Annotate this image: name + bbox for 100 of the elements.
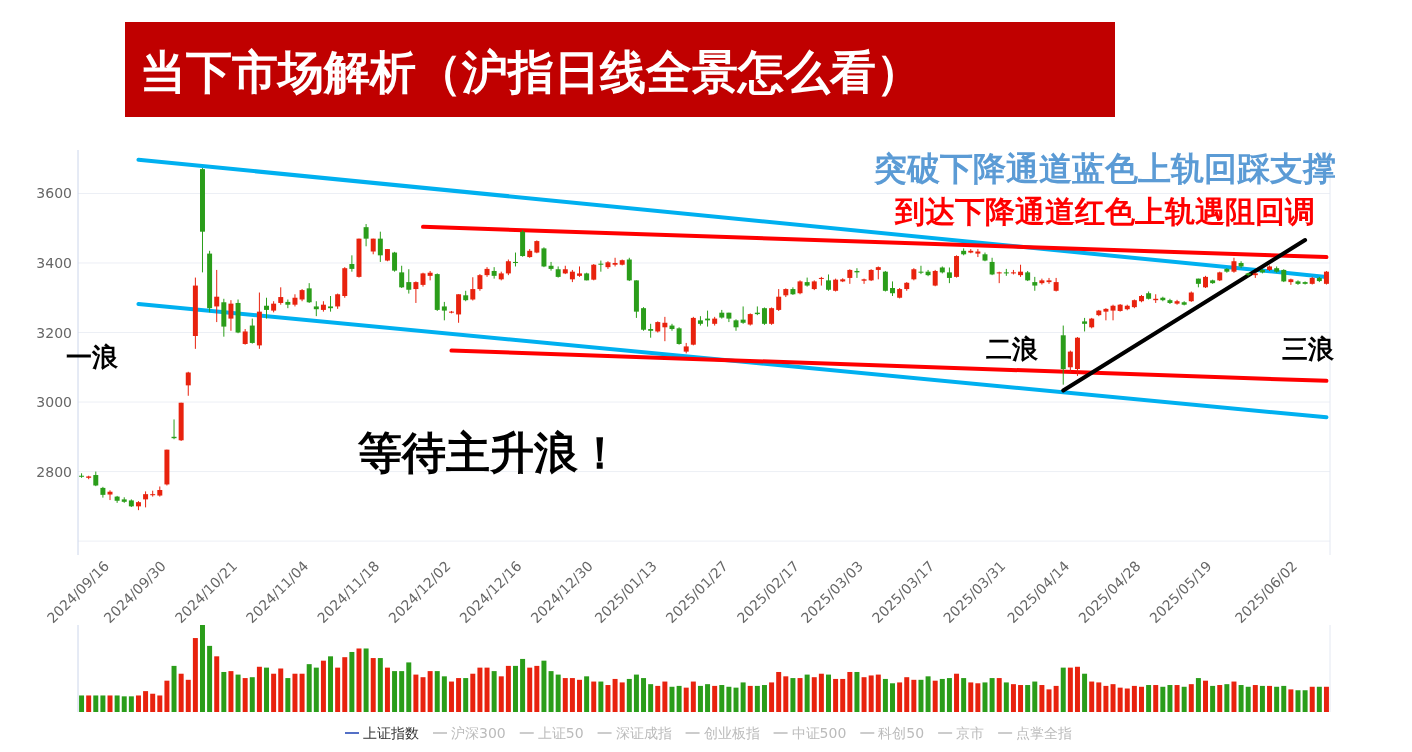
bar [1060,667,1066,712]
candlestick [264,297,269,320]
text: 中证500 [791,725,847,741]
bar [1309,686,1315,712]
bar [847,671,853,712]
bar [221,671,227,712]
bar [143,691,149,712]
bar [882,678,888,712]
bar [178,673,184,712]
bar [996,678,1002,712]
bar [939,678,945,712]
bar [520,658,526,712]
bar [676,685,682,712]
bar [569,678,575,712]
bar [968,682,974,712]
annotation: 突破下降通道蓝色上轨回踩支撑 [873,149,1336,188]
bar [413,674,419,712]
candlestick [214,269,220,323]
bar [1238,685,1244,712]
bar [1295,690,1301,712]
bar [897,682,903,712]
bar [285,678,291,712]
bar [641,678,647,712]
bar [121,696,127,712]
bar [1281,685,1287,712]
bar [861,677,867,712]
bar [470,673,476,712]
bar [754,685,760,712]
bar [1082,673,1088,712]
candlestick [377,231,383,263]
bar [1110,684,1116,712]
bar [513,665,518,712]
bar [441,676,447,712]
bar [1188,684,1194,712]
bar [925,676,931,712]
bar [377,658,383,712]
bar [648,684,654,712]
bar [342,657,348,712]
bar [761,685,767,712]
candlestick [1110,304,1116,321]
bar [1117,687,1123,712]
bar [157,695,163,712]
bar [961,678,967,712]
bar [534,665,540,712]
bar [420,677,426,712]
bar [733,687,739,712]
candlestick [1302,280,1308,286]
text: 点掌全指 [1016,725,1073,741]
bar [932,680,938,712]
bar [612,678,618,712]
bar [826,674,831,712]
bar [705,684,711,712]
bar [1067,667,1073,712]
text: 科创50 [878,725,925,741]
bar [605,685,611,712]
bar [555,674,561,712]
bar [1103,685,1109,712]
bar [1217,685,1223,712]
text: 创业板指 [703,725,760,741]
candlestick [1039,278,1045,286]
bar [683,687,689,712]
bar [328,656,334,712]
y-tick-label: 2800 [36,463,72,480]
bar [1053,685,1059,712]
bar [598,681,604,712]
bar [669,686,675,712]
annotation: 到达下降通道红色上轨遇阻回调 [894,194,1315,229]
bar [1323,686,1329,712]
annotation: 等待主升浪！ [357,427,622,478]
text: 深证成指 [615,725,672,741]
bar [904,677,910,712]
bar [235,674,241,712]
bar [975,683,981,712]
bar [399,671,405,712]
bar [363,648,369,712]
bar [228,671,234,712]
candlestick [427,270,433,281]
bar [320,660,326,712]
bar [697,685,703,712]
candlestick [975,248,981,258]
bar [954,673,960,712]
text: 沪深300 [451,725,506,741]
bar [911,679,917,712]
candlestick [996,271,1002,284]
bar [256,666,262,712]
bar [505,665,511,712]
chart-title: 当下市场解析（沪指日线全景怎么看） [140,45,922,99]
bar [335,667,341,712]
candlestick [1103,307,1109,321]
bar [1167,685,1173,712]
bar [306,664,312,712]
text: 上证指数 [363,725,419,741]
candlestick [441,301,447,321]
candlestick [804,277,810,288]
bar [107,695,113,712]
bar [662,681,668,712]
candlestick [641,306,647,332]
bar [769,682,775,712]
bar [1046,689,1052,712]
bar [790,678,796,712]
